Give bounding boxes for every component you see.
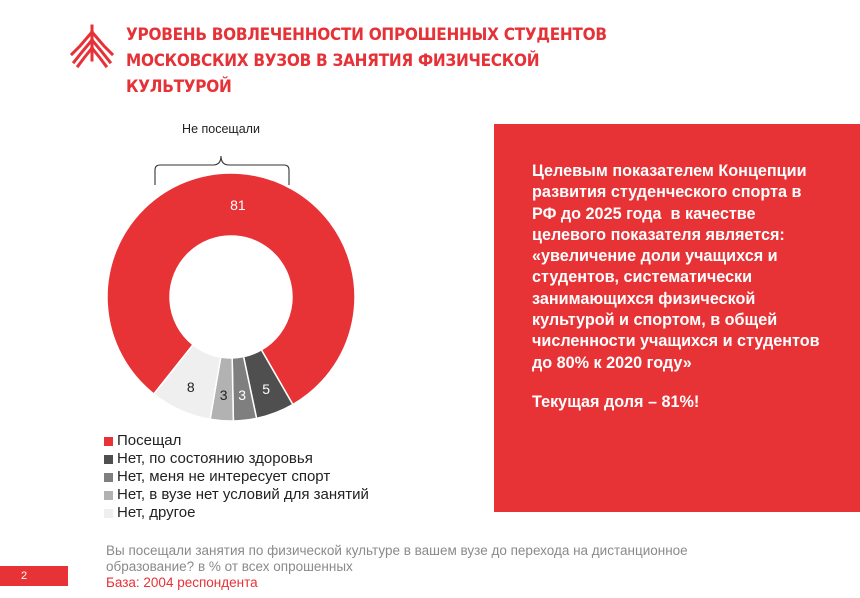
data-label: 8 <box>187 379 195 395</box>
survey-base: База: 2004 респондента <box>106 575 258 590</box>
callout-text: Целевым показателем Концепции развития с… <box>532 162 825 372</box>
bracket <box>154 155 290 185</box>
survey-question: Вы посещали занятия по физической культу… <box>106 543 688 574</box>
legend-swatch <box>104 472 113 482</box>
data-label: 3 <box>220 387 228 403</box>
legend-label: Посещал <box>117 432 182 449</box>
data-label: 3 <box>238 387 246 403</box>
legend-label: Нет, меня не интересует спорт <box>117 468 331 485</box>
legend-item: Нет, в вузе нет условий для занятий <box>104 486 369 504</box>
legend-swatch <box>104 454 113 464</box>
legend-item: Нет, по состоянию здоровья <box>104 450 369 468</box>
legend-label: Нет, другое <box>117 504 196 521</box>
callout-current: Текущая доля – 81%! <box>532 392 700 411</box>
callout-box: Целевым показателем Концепции развития с… <box>494 124 860 512</box>
chart-legend: Посещал Нет, по состоянию здоровья Нет, ме… <box>104 432 369 522</box>
pie-slice <box>152 343 222 421</box>
data-label: 5 <box>262 381 270 397</box>
bracket-label: Не посещали <box>182 122 260 136</box>
data-label: 81 <box>230 197 246 213</box>
legend-item: Нет, другое <box>104 504 369 522</box>
logo-icon <box>69 24 115 69</box>
legend-item: Нет, меня не интересует спорт <box>104 468 369 486</box>
legend-swatch <box>104 508 113 518</box>
legend-item: Посещал <box>104 432 369 450</box>
legend-label: Нет, по состоянию здоровья <box>117 450 313 467</box>
page-title: Уровень вовлеченности опрошенных студент… <box>126 25 607 97</box>
legend-swatch <box>104 490 113 500</box>
legend-swatch <box>104 436 113 446</box>
pie-slice <box>106 172 356 406</box>
legend-label: Нет, в вузе нет условий для занятий <box>117 486 369 503</box>
page-number: 2 <box>0 566 68 586</box>
